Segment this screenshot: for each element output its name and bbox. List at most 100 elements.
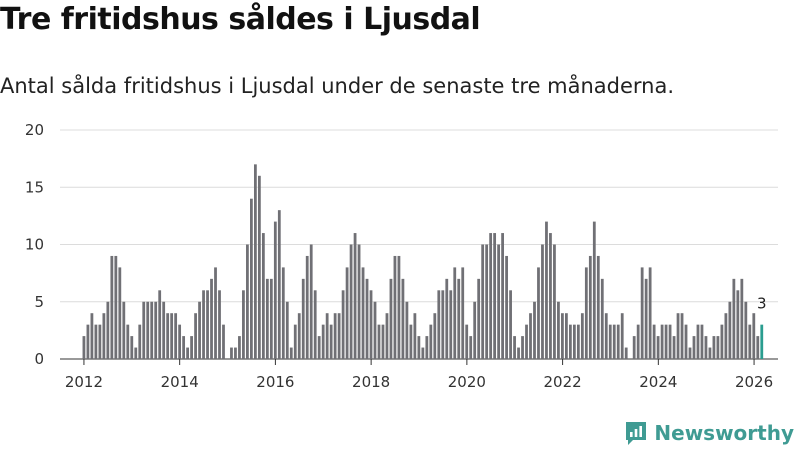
bar <box>433 313 437 359</box>
bar <box>533 301 536 359</box>
bar-value-label: 3 <box>757 295 767 313</box>
x-tick-label: 2022 <box>544 373 582 391</box>
bar <box>154 301 158 359</box>
bar <box>405 301 409 359</box>
bar <box>178 324 182 359</box>
y-tick-label: 20 <box>25 121 44 139</box>
x-tick-label: 2012 <box>65 373 103 391</box>
bar <box>724 313 728 359</box>
bar <box>293 324 297 359</box>
bar <box>592 221 596 359</box>
bar <box>541 244 544 359</box>
bar <box>421 347 425 359</box>
bar <box>297 313 301 359</box>
bar <box>317 336 321 359</box>
bar <box>584 267 588 359</box>
bar <box>712 336 716 359</box>
bar <box>485 244 489 359</box>
bar <box>265 278 269 359</box>
bar <box>493 233 497 359</box>
bar <box>624 347 628 359</box>
bar <box>509 290 512 359</box>
bar <box>369 290 373 359</box>
bar <box>565 313 568 359</box>
bar <box>445 278 449 359</box>
bar <box>134 347 138 359</box>
bar <box>277 210 281 359</box>
bar <box>720 324 724 359</box>
bar <box>668 324 672 359</box>
bar <box>692 336 696 359</box>
bar <box>349 244 353 359</box>
bar <box>425 336 429 359</box>
bar <box>409 324 413 359</box>
bar <box>273 221 277 359</box>
bar <box>309 244 313 359</box>
bar <box>413 313 417 359</box>
bar <box>281 267 285 359</box>
bar <box>644 278 648 359</box>
bar <box>385 313 389 359</box>
bar <box>608 324 612 359</box>
bar <box>146 301 150 359</box>
bar <box>688 347 692 359</box>
bar <box>86 324 90 359</box>
bar <box>521 336 524 359</box>
bar <box>580 313 584 359</box>
bar <box>269 278 273 359</box>
bar <box>417 336 421 359</box>
bar <box>118 267 122 359</box>
newsworthy-logo[interactable]: Newsworthy <box>624 420 794 446</box>
bar <box>600 278 604 359</box>
bar <box>234 347 237 359</box>
y-tick-label: 15 <box>25 178 44 196</box>
bar <box>756 336 760 359</box>
chart-subtitle: Antal sålda fritidshus i Ljusdal under d… <box>0 74 675 98</box>
bar <box>676 313 680 359</box>
bar <box>704 336 708 359</box>
x-tick-label: 2024 <box>639 373 677 391</box>
bar <box>242 290 245 359</box>
bar <box>732 278 736 359</box>
bar <box>158 290 162 359</box>
bar <box>222 324 225 359</box>
bar <box>345 267 349 359</box>
bar <box>640 267 644 359</box>
bar-chart-logo-icon <box>626 422 647 445</box>
bar <box>748 324 752 359</box>
bar <box>497 244 501 359</box>
bar <box>632 336 636 359</box>
bar <box>537 267 540 359</box>
bar <box>429 324 433 359</box>
bar <box>321 324 325 359</box>
bar <box>337 313 341 359</box>
bar <box>186 347 189 359</box>
bar <box>604 313 608 359</box>
bar <box>545 221 548 359</box>
bar <box>636 324 640 359</box>
bar <box>437 290 441 359</box>
bar <box>660 324 664 359</box>
x-tick-label: 2016 <box>256 373 294 391</box>
bar <box>389 278 393 359</box>
bar <box>102 313 106 359</box>
bar <box>752 313 756 359</box>
bar <box>170 313 174 359</box>
x-tick-label: 2014 <box>161 373 199 391</box>
bar <box>98 324 102 359</box>
bar <box>397 255 401 359</box>
bar <box>561 313 564 359</box>
bar <box>130 336 134 359</box>
bar <box>620 313 624 359</box>
bar <box>553 244 556 359</box>
bar <box>329 324 333 359</box>
bar <box>716 336 720 359</box>
bar <box>305 255 309 359</box>
brand-name: Newsworthy <box>654 421 794 445</box>
bar <box>612 324 616 359</box>
bar <box>218 290 221 359</box>
bar <box>588 255 592 359</box>
bar <box>469 336 473 359</box>
bar <box>736 290 740 359</box>
